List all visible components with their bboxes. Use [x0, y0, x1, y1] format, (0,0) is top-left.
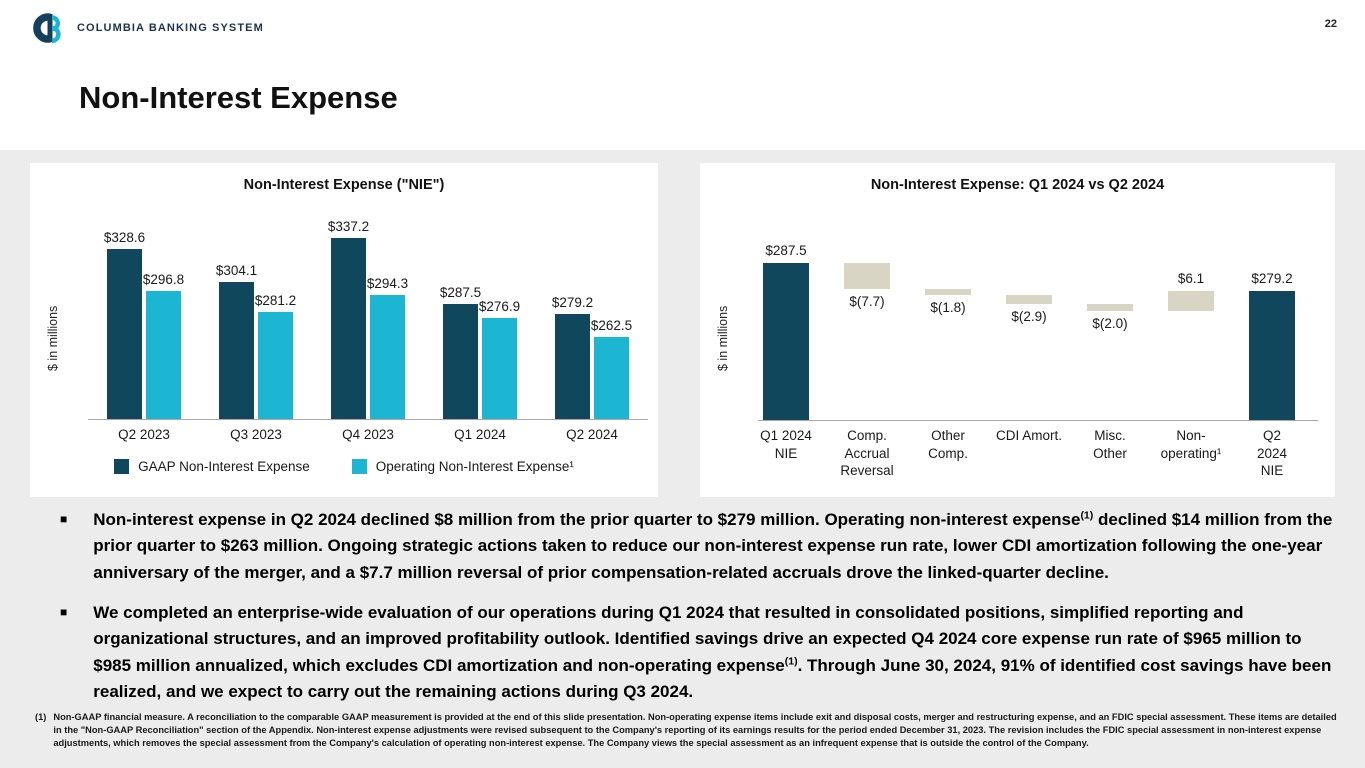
waterfall-y-axis-label: $ in millions: [716, 305, 730, 371]
legend-swatch-icon: [114, 459, 130, 474]
footnote-text: Non-GAAP financial measure. A reconcilia…: [53, 712, 1337, 749]
bar: [146, 291, 181, 419]
nie-chart-panel: Non-Interest Expense ("NIE") $ in millio…: [30, 163, 658, 497]
footnote: (1) Non-GAAP financial measure. A reconc…: [35, 711, 1337, 750]
bar-value-label: $328.6: [103, 230, 146, 246]
footnote-marker: (1): [35, 712, 47, 722]
x-axis-label: Q4 2023: [342, 427, 394, 442]
bar-value-label: $287.5: [765, 243, 807, 259]
legend-label: Operating Non-Interest Expense¹: [375, 459, 574, 474]
bar-value-label: $(2.0): [1092, 315, 1128, 331]
bar-value-label: $279.2: [1251, 270, 1293, 286]
bar: [482, 317, 517, 419]
waterfall-bar: [925, 288, 971, 295]
x-axis-label: Q1 2024: [454, 427, 506, 442]
footnote-ref-superscript: (1): [784, 655, 798, 668]
bullet-text-segment: . Through June 30, 2024, 91% of identifi…: [93, 655, 1332, 702]
slide-title: Non-Interest Expense: [79, 80, 398, 115]
page-number: 22: [1324, 18, 1337, 30]
bar: [370, 294, 405, 419]
bar-value-label: $337.2: [327, 218, 370, 234]
waterfall-chart-panel: Non-Interest Expense: Q1 2024 vs Q2 2024…: [700, 163, 1335, 497]
bar: [219, 281, 254, 419]
bullet-list: ■ Non-interest expense in Q2 2024 declin…: [60, 507, 1338, 705]
x-axis-label: Q3 2023: [230, 427, 282, 442]
bar-value-label: $279.2: [551, 295, 594, 311]
x-axis-label: Misc. Other: [1093, 428, 1127, 461]
nie-y-axis-label: $ in millions: [46, 305, 60, 371]
bullet-square-icon: ■: [60, 605, 68, 620]
waterfall-chart-title: Non-Interest Expense: Q1 2024 vs Q2 2024: [870, 177, 1165, 193]
waterfall-bar: [1249, 290, 1295, 420]
bar-value-label: $(1.8): [930, 299, 966, 315]
bar-value-label: $294.3: [366, 275, 409, 291]
bullet-text-segment: We completed an enterprise-wide evaluati…: [93, 603, 1302, 675]
bar: [594, 336, 629, 419]
bar: [258, 311, 293, 419]
bar: [443, 303, 478, 419]
grouped-bar-xlabels: Q2 2023 Q3 2023 Q4 2023 Q1 2024 Q2 2024: [88, 426, 648, 486]
bullet-item: ■ Non-interest expense in Q2 2024 declin…: [60, 507, 1338, 586]
bar-value-label: $304.1: [215, 262, 258, 278]
x-axis-label: Other Comp.: [928, 428, 968, 461]
x-axis-label: Q2 2024 NIE: [1256, 428, 1288, 479]
bar-value-label: $262.5: [590, 317, 633, 333]
bullet-square-icon: ■: [60, 512, 68, 526]
legend-swatch-icon: [351, 459, 367, 474]
waterfall-xlabels: Q1 2024 NIE Comp. Accrual Reversal Other C…: [758, 427, 1318, 487]
bullet-item: ■ We completed an enterprise-wide evalua…: [60, 600, 1338, 705]
legend-item: GAAP Non-Interest Expense: [114, 459, 310, 474]
legend-label: GAAP Non-Interest Expense: [138, 459, 310, 474]
bullet-text-segment: declined $14 million from the prior quar…: [93, 510, 1333, 582]
x-axis-label: Q2 2023: [118, 427, 170, 442]
bar-value-label: $276.9: [478, 298, 521, 314]
waterfall-plot: $287.5 $(7.7) $(1.8) $(2.9) $(2.0) $6.1 $279.2: [758, 213, 1318, 421]
nie-legend: GAAP Non-Interest Expense Operating Non-I…: [30, 459, 658, 474]
cb-logo-icon: [33, 13, 61, 43]
waterfall-bar: [763, 263, 809, 420]
waterfall-bar: [1087, 304, 1133, 311]
x-axis-label: Q2 2024: [566, 427, 618, 442]
bar-value-label: $287.5: [439, 284, 482, 300]
bullet-text-segment: Non-interest expense in Q2 2024 declined…: [93, 510, 1081, 529]
bar: [555, 314, 590, 419]
nie-chart-title: Non-Interest Expense ("NIE"): [243, 177, 445, 193]
bullet-text: Non-interest expense in Q2 2024 declined…: [93, 507, 1338, 586]
x-axis-label: Non- operating¹: [1160, 428, 1222, 461]
x-axis-label: CDI Amort.: [995, 428, 1063, 443]
bar-value-label: $6.1: [1177, 270, 1205, 286]
grouped-bar-plot: $328.6 $296.8 $304.1 $281.2 $337.2 $294.3 $287…: [88, 211, 648, 420]
waterfall-bar: [1006, 294, 1052, 305]
bullet-text: We completed an enterprise-wide evaluati…: [93, 600, 1338, 705]
x-axis-label: Comp. Accrual Reversal: [840, 428, 894, 479]
company-logo: COLUMBIA BANKING SYSTEM: [25, 13, 264, 43]
bar: [107, 249, 142, 419]
bar-value-label: $281.2: [254, 292, 297, 308]
legend-item: Operating Non-Interest Expense¹: [351, 459, 574, 474]
waterfall-bar: [1168, 290, 1214, 311]
x-axis-label: Q1 2024 NIE: [760, 428, 812, 461]
footnote-ref-superscript: (1): [1080, 509, 1094, 522]
waterfall-bar: [844, 263, 890, 289]
logo-text: COLUMBIA BANKING SYSTEM: [77, 22, 264, 34]
bar: [331, 237, 366, 419]
bar-value-label: $(7.7): [849, 293, 885, 309]
bar-value-label: $296.8: [142, 272, 185, 288]
bar-value-label: $(2.9): [1011, 309, 1047, 325]
